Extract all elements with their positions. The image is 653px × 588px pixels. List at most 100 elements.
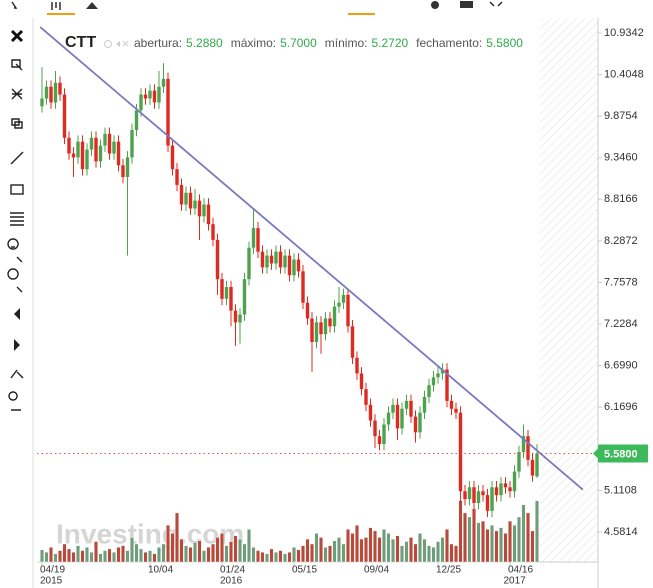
- volume-bar: [188, 547, 193, 563]
- volume-bar: [219, 533, 224, 563]
- candle-body: [157, 86, 161, 103]
- y-tick-label: 8.2872: [604, 235, 638, 247]
- x-tick-label: 10/04: [148, 565, 173, 576]
- candle-body: [485, 495, 490, 511]
- candle-body: [265, 255, 269, 268]
- copy-icon[interactable]: [11, 118, 23, 129]
- candle-body: [395, 404, 400, 429]
- volume-bar: [395, 535, 400, 563]
- volume-bar: [436, 541, 441, 563]
- top-toolbar: [0, 0, 653, 15]
- volume-bar: [134, 543, 139, 563]
- candle-body: [166, 78, 170, 146]
- candle-body: [445, 369, 449, 401]
- y-tick-label: 9.8754: [604, 110, 638, 122]
- candle-body: [386, 412, 391, 425]
- zoom-out-tool[interactable]: [7, 268, 23, 293]
- volume-bar: [120, 545, 125, 563]
- volume-bar: [224, 545, 229, 563]
- volume-bar: [422, 538, 427, 563]
- y-tick-label: 10.9342: [604, 27, 644, 39]
- candle-body: [40, 98, 44, 107]
- candle-body: [278, 251, 283, 268]
- volume-bar: [346, 529, 351, 563]
- candle-body: [499, 483, 503, 496]
- volume-bar: [404, 541, 409, 563]
- volume-bar: [197, 540, 202, 563]
- select-icon[interactable]: [11, 59, 23, 71]
- candle-body: [76, 141, 80, 158]
- volume-bar: [526, 512, 531, 563]
- area-icon[interactable]: [86, 2, 98, 9]
- candle-body: [80, 141, 85, 170]
- eye-icon[interactable]: [104, 40, 112, 48]
- candle-body: [229, 287, 233, 311]
- volume-bar: [183, 545, 188, 563]
- candle-body: [139, 94, 143, 111]
- remove-icon[interactable]: [122, 40, 129, 47]
- volume-bar: [472, 508, 477, 563]
- x-year-label: 2016: [220, 576, 243, 587]
- candle-body: [148, 90, 152, 99]
- candle-body: [287, 255, 292, 276]
- scroll-left[interactable]: [14, 308, 20, 320]
- volume-bar: [58, 550, 63, 563]
- volume-bar: [323, 547, 328, 563]
- candle-body: [256, 228, 260, 252]
- candle-body: [355, 357, 359, 374]
- symbol: CTT: [65, 34, 96, 51]
- candle-body: [71, 153, 76, 158]
- reset-tool[interactable]: [8, 391, 21, 411]
- cursor-icon[interactable]: [11, 1, 18, 9]
- settings-icon[interactable]: [116, 41, 120, 47]
- volume-bar: [386, 533, 391, 563]
- line-tool[interactable]: [10, 151, 24, 165]
- candle-icon[interactable]: [51, 2, 61, 10]
- volume-bar: [44, 551, 49, 563]
- fullscreen-icon[interactable]: [489, 1, 503, 7]
- candle-body: [404, 400, 409, 409]
- candle-body: [125, 157, 130, 178]
- candle-body: [436, 373, 440, 378]
- volume-bar: [246, 529, 251, 563]
- candle-body: [467, 487, 472, 500]
- candle-body: [526, 436, 530, 460]
- candle-body: [85, 149, 89, 170]
- candle-body: [269, 255, 274, 264]
- candle-body: [121, 165, 125, 178]
- candle-body: [427, 385, 431, 397]
- candle-body: [301, 271, 305, 303]
- zoom-in-tool[interactable]: [7, 238, 23, 263]
- x-year-label: 2017: [504, 576, 527, 587]
- y-tick-label: 6.1696: [604, 401, 638, 413]
- candle-body: [409, 400, 413, 417]
- close-icon[interactable]: [10, 29, 24, 43]
- candle-body: [170, 145, 175, 170]
- volume-bar: [431, 547, 436, 563]
- candle-body: [197, 200, 202, 217]
- candle-body: [346, 294, 350, 327]
- candle-body: [323, 318, 328, 335]
- volume-bar: [292, 547, 297, 563]
- candle-body: [535, 453, 539, 477]
- camera-icon[interactable]: [460, 1, 473, 8]
- rect-tool[interactable]: [10, 184, 24, 195]
- fib-tool[interactable]: [10, 212, 24, 226]
- scale-tool[interactable]: [10, 369, 24, 379]
- scroll-right[interactable]: [14, 339, 20, 351]
- header: CTT abertura: 5.2880 máximo: 5.7000 mínimo: 5…: [65, 34, 523, 51]
- candle-body: [161, 78, 166, 87]
- left-toolbar: [7, 18, 34, 588]
- candle-body: [463, 491, 467, 500]
- field-value: 5.2880: [186, 36, 223, 50]
- volume-bar: [355, 524, 360, 563]
- active-tab: [348, 13, 375, 15]
- volume-bar: [143, 551, 148, 563]
- settings-icon[interactable]: [431, 1, 439, 9]
- volume-bar: [89, 551, 94, 563]
- delete-icon[interactable]: [11, 88, 23, 100]
- candle-body: [107, 133, 112, 154]
- candle-body: [310, 318, 314, 342]
- candle-body: [319, 322, 323, 335]
- candle-body: [233, 310, 238, 323]
